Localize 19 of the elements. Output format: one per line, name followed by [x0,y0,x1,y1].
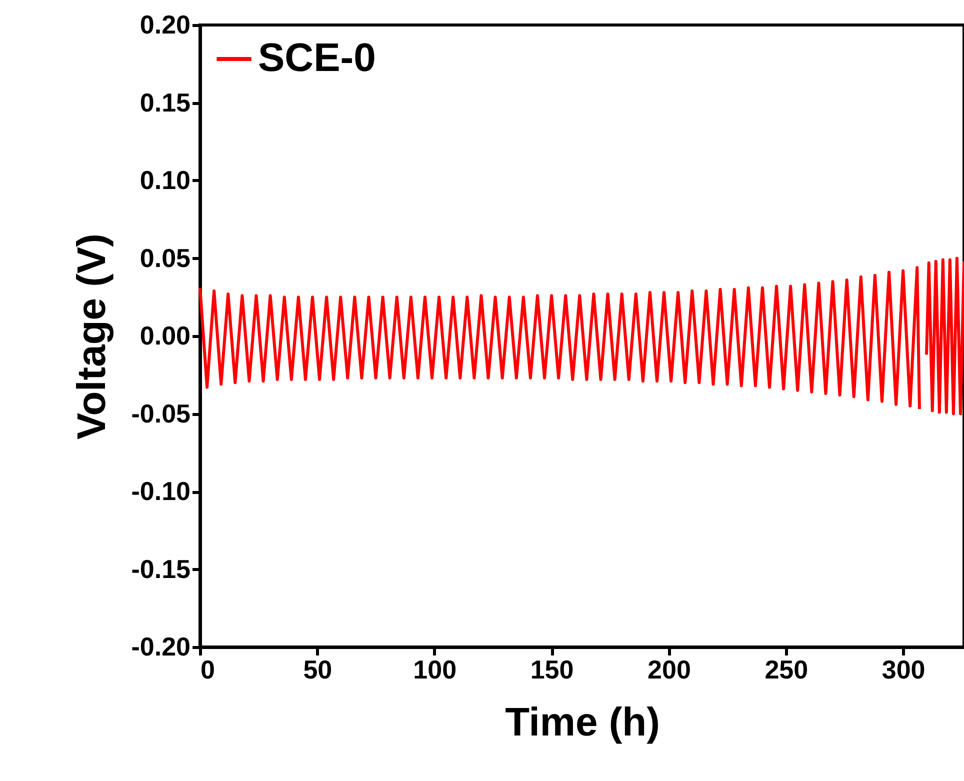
y-axis-title: Voltage (V) [70,234,114,440]
y-tick-label: -0.15 [131,554,190,584]
y-tick-label: -0.10 [131,476,190,506]
y-tick-label: 0.20 [140,10,190,40]
y-tick-label: 0.05 [140,242,190,273]
y-tick-label: -0.05 [131,398,190,428]
y-tick-label: 0.00 [140,320,190,350]
y-tick-label: 0.10 [140,165,190,195]
x-tick-label: 200 [648,654,691,684]
x-tick-label: 300 [882,654,926,684]
y-tick-label: -0.20 [131,632,190,662]
x-tick-label: 250 [764,654,808,684]
y-tick-label: 0.15 [140,87,190,118]
x-tick-label: 150 [530,654,574,684]
x-tick-label: 100 [413,654,457,684]
x-tick-label: 50 [303,654,332,684]
x-axis-title: Time (h) [505,700,660,744]
x-tick-label: 0 [200,654,215,684]
legend-label: SCE-0 [258,36,376,80]
